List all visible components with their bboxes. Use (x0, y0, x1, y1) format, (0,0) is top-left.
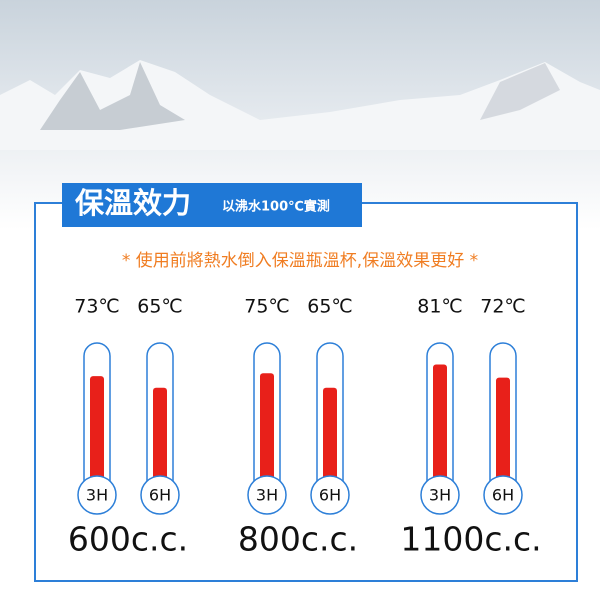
legend-label: 3H (429, 486, 451, 505)
bulb (483, 475, 523, 515)
legend-label: 6H (492, 486, 514, 505)
mountain-shadow (480, 63, 560, 120)
title-box (62, 183, 362, 227)
bulb (310, 475, 350, 515)
panel (34, 202, 578, 582)
temperature-bar (260, 373, 274, 482)
temperature-bar (323, 387, 337, 482)
note: * 使用前將熱水倒入保溫瓶溫杯,保溫效果更好 * (122, 250, 478, 271)
category-label: 1100c.c. (400, 520, 541, 559)
category-label: 600c.c. (68, 520, 188, 559)
legend-label: 6H (149, 486, 171, 505)
legend-label: 3H (86, 486, 108, 505)
legend-label: 3H (256, 486, 278, 505)
category-label: 800c.c. (238, 520, 358, 559)
subtitle: 以沸水100℃實測 (222, 199, 330, 215)
value-label: 73℃ (74, 296, 120, 318)
value-label: 65℃ (137, 296, 183, 318)
value-label: 65℃ (307, 296, 353, 318)
value-label: 72℃ (480, 296, 526, 318)
title: 保溫效力 (74, 186, 191, 220)
temperature-bar (153, 387, 167, 482)
value-label: 81℃ (417, 296, 463, 318)
bulb (77, 475, 117, 515)
bulb (247, 475, 287, 515)
mountain-shadow (40, 62, 185, 130)
temperature-bar (90, 376, 104, 482)
bulb (140, 475, 180, 515)
legend-label: 6H (319, 486, 341, 505)
temperature-bar (496, 377, 510, 482)
bulb (420, 475, 460, 515)
temperature-bar (433, 364, 447, 482)
value-label: 75℃ (244, 296, 290, 318)
